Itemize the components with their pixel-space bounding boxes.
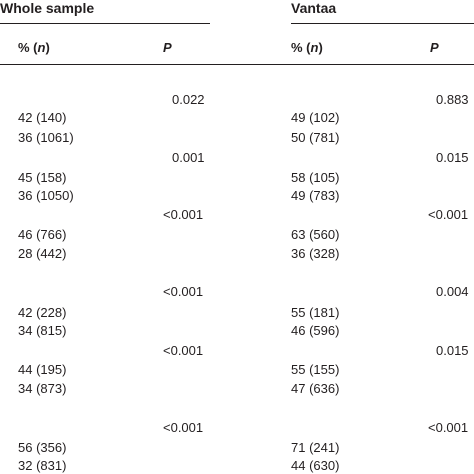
p-value: 0.001 <box>172 150 205 165</box>
table-cell: 44 (195) <box>18 362 67 377</box>
column-header-p: P <box>163 40 172 55</box>
table-cell: 56 (356) <box>18 440 67 455</box>
group-title-whole-sample: Whole sample <box>0 0 95 16</box>
column-header-percent-n: % (n) <box>18 40 50 55</box>
p-value: <0.001 <box>163 207 204 222</box>
table-cell: 55 (181) <box>291 305 340 320</box>
group-title-vantaa: Vantaa <box>291 0 337 16</box>
table-cell: 49 (102) <box>291 110 340 125</box>
table-cell: 46 (766) <box>18 227 67 242</box>
table-cell: 63 (560) <box>291 227 340 242</box>
p-value: 0.015 <box>436 150 469 165</box>
table-cell: 34 (815) <box>18 323 67 338</box>
table-cell: 42 (228) <box>18 305 67 320</box>
p-value: <0.001 <box>163 343 204 358</box>
table-cell: 71 (241) <box>291 440 340 455</box>
table-cell: 55 (155) <box>291 362 340 377</box>
p-value: 0.004 <box>436 284 469 299</box>
table-cell: 36 (328) <box>291 246 340 261</box>
p-value: <0.001 <box>428 207 469 222</box>
table-cell: 44 (630) <box>291 458 340 473</box>
table-cell: 32 (831) <box>18 458 67 473</box>
header-rule <box>0 64 474 65</box>
table-cell: 58 (105) <box>291 170 340 185</box>
p-value: 0.022 <box>172 92 205 107</box>
table-cell: 36 (1050) <box>18 188 74 203</box>
table-cell: 34 (873) <box>18 381 67 396</box>
table-cell: 47 (636) <box>291 381 340 396</box>
p-value: <0.001 <box>163 420 204 435</box>
group-rule-whole-sample <box>0 23 210 24</box>
p-value: <0.001 <box>163 284 204 299</box>
column-header-p: P <box>430 40 439 55</box>
table-cell: 28 (442) <box>18 246 67 261</box>
p-value: <0.001 <box>428 420 469 435</box>
p-value: 0.015 <box>436 343 469 358</box>
table-cell: 42 (140) <box>18 110 67 125</box>
table-cell: 49 (783) <box>291 188 340 203</box>
p-value: 0.883 <box>436 92 469 107</box>
table-cell: 50 (781) <box>291 130 340 145</box>
group-rule-vantaa <box>291 23 474 24</box>
column-header-percent-n: % (n) <box>291 40 323 55</box>
table-cell: 46 (596) <box>291 323 340 338</box>
table-cell: 36 (1061) <box>18 130 74 145</box>
table-cell: 45 (158) <box>18 170 67 185</box>
